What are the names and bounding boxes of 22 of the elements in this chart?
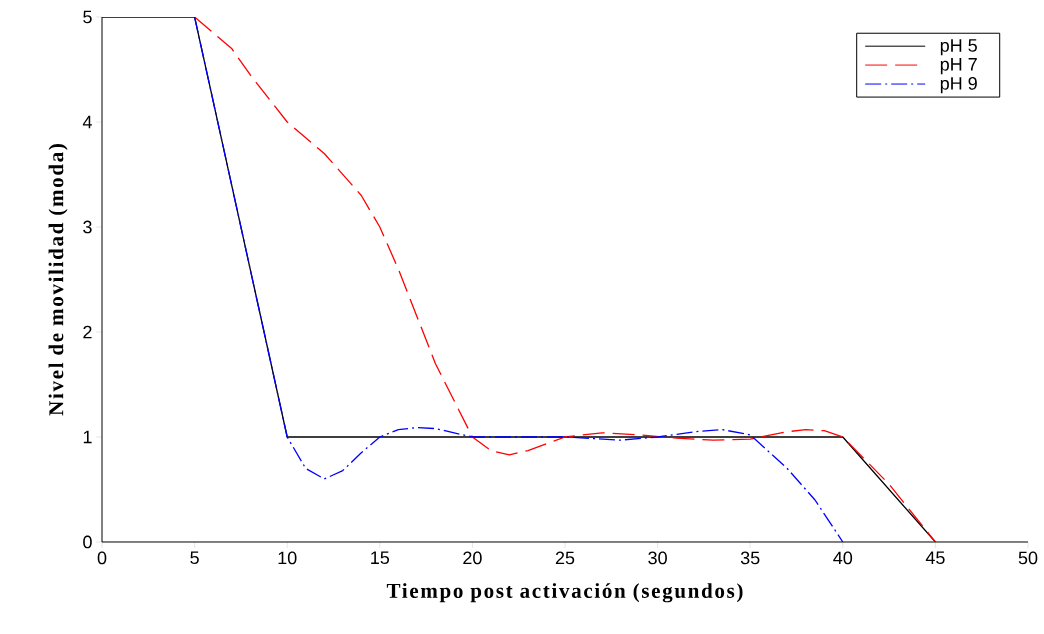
x-tick-label: 50 (1018, 551, 1038, 565)
x-axis-title: Tiempo post activación (segundos) (386, 583, 743, 603)
legend-label: pH 9 (940, 77, 977, 94)
y-tick-label: 3 (83, 220, 92, 234)
x-tick-label: 5 (190, 551, 199, 565)
x-tick-label: 25 (555, 551, 575, 565)
y-tick-label: 0 (83, 535, 92, 549)
y-tick-label: 5 (83, 10, 92, 24)
x-tick-label: 10 (278, 551, 297, 565)
y-tick-label: 1 (83, 430, 92, 444)
x-tick-label: 30 (648, 551, 667, 565)
y-tick-label: 2 (83, 325, 92, 339)
x-tick-label: 20 (463, 551, 482, 565)
y-axis-title: Nivel de movilidad (moda) (48, 144, 68, 416)
x-tick-label: 0 (97, 551, 107, 565)
legend-label: pH 5 (940, 39, 977, 56)
x-tick-label: 35 (740, 551, 760, 565)
y-tick-label: 4 (82, 115, 92, 129)
legend-label: pH 7 (940, 58, 977, 75)
x-tick-label: 40 (833, 551, 853, 565)
x-tick-label: 15 (371, 551, 390, 565)
x-tick-label: 45 (925, 551, 945, 565)
